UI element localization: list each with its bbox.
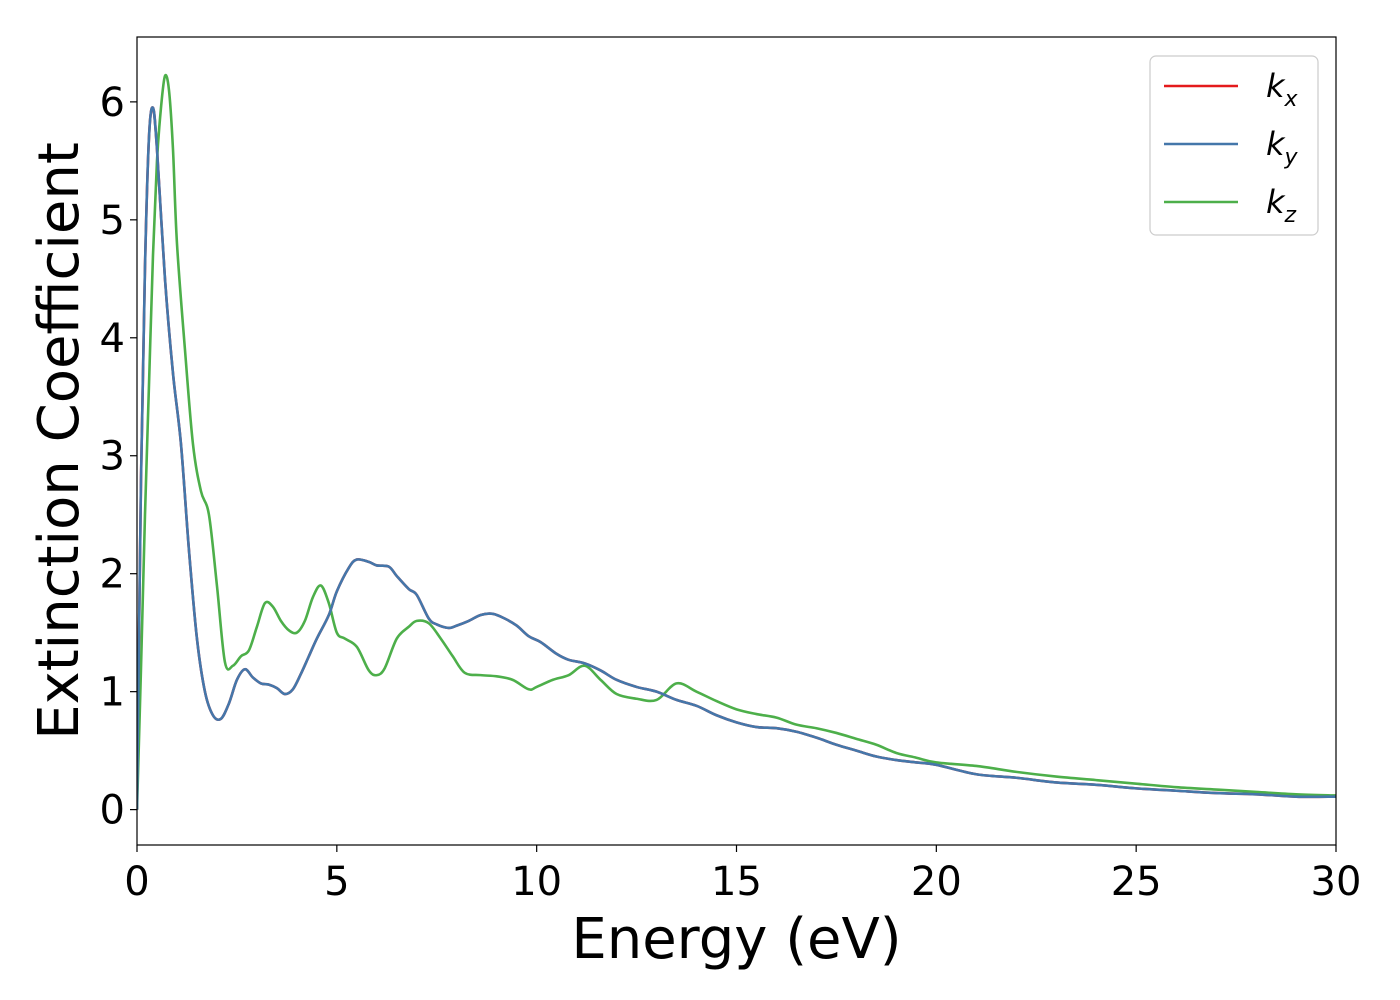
y-tick-label: 6 [100, 80, 125, 126]
series-line-z [137, 73, 1336, 810]
x-tick-label: 30 [1311, 859, 1362, 905]
x-tick-label: 5 [324, 859, 349, 905]
legend-label-base: k [1266, 183, 1286, 221]
series-layer [137, 73, 1336, 810]
y-axis-title: Extinction Coefficient [27, 142, 92, 740]
y-tick-label: 1 [100, 670, 125, 716]
legend-label-sub: z [1284, 203, 1297, 228]
series-line-y [137, 106, 1336, 810]
y-tick-label: 4 [100, 316, 125, 362]
legend-box [1149, 55, 1319, 236]
x-tick-label: 25 [1111, 859, 1162, 905]
legend-label-z: kz [1266, 183, 1297, 228]
x-tick-label: 15 [711, 859, 762, 905]
x-axis-title: Energy (eV) [571, 907, 901, 972]
x-axis: 0 5 10 15 20 25 30 [124, 845, 1361, 905]
x-tick-label: 10 [511, 859, 562, 905]
y-tick-label: 5 [100, 198, 125, 244]
y-axis: 0 1 2 3 4 5 6 [100, 80, 137, 834]
legend-label-base: k [1266, 67, 1286, 105]
y-tick-label: 0 [100, 788, 125, 834]
y-tick-label: 3 [100, 434, 125, 480]
x-tick-label: 0 [124, 859, 149, 905]
x-tick-label: 20 [911, 859, 962, 905]
legend-label-sub: x [1284, 87, 1299, 112]
legend-label-y: ky [1266, 125, 1299, 170]
legend-label-sub: y [1284, 145, 1299, 170]
legend-label-base: k [1266, 125, 1286, 163]
legend-label-x: kx [1266, 67, 1299, 112]
y-tick-label: 2 [100, 552, 125, 598]
